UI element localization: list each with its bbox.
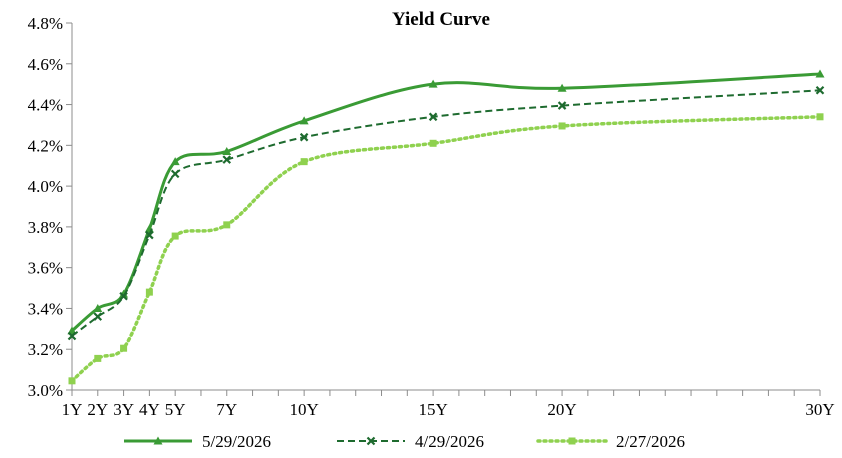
data-point	[428, 79, 438, 88]
x-tick-label: 10Y	[289, 400, 318, 419]
data-point	[119, 289, 129, 298]
x-tick-label: 1Y	[62, 400, 83, 419]
data-point	[300, 158, 308, 166]
data-point	[299, 116, 309, 125]
legend: 5/29/2026 4/29/2026 2/27/2026	[124, 432, 685, 451]
data-point	[94, 354, 102, 362]
y-tick-label: 3.4%	[28, 299, 63, 318]
y-tick-label: 4.2%	[28, 136, 63, 155]
data-point	[816, 113, 824, 121]
data-point	[145, 288, 153, 296]
x-tick-label: 7Y	[216, 400, 237, 419]
series-2	[67, 86, 825, 341]
legend-marker	[153, 436, 163, 445]
y-tick-label: 3.2%	[28, 340, 63, 359]
series-line	[71, 89, 821, 337]
y-tick-label: 4.4%	[28, 96, 63, 115]
data-point	[120, 344, 128, 352]
legend-item: 2/27/2026	[536, 432, 685, 451]
chart-title: Yield Curve	[392, 9, 490, 30]
y-tick-label: 3.8%	[28, 218, 63, 237]
series-3	[68, 113, 824, 385]
x-tick-label: 20Y	[547, 400, 576, 419]
data-point	[815, 86, 825, 95]
x-tick-label: 5Y	[165, 400, 186, 419]
legend-label: 4/29/2026	[415, 432, 484, 451]
x-tick-label: 30Y	[805, 400, 834, 419]
x-tick-label: 2Y	[87, 400, 108, 419]
data-point	[223, 221, 231, 229]
series-line	[71, 72, 821, 333]
y-tick-label: 4.6%	[28, 55, 63, 74]
data-point	[68, 377, 76, 385]
data-point	[93, 312, 103, 321]
x-axis: 1Y 2Y 3Y 4Y 5Y 7Y 10Y 15Y 20Y 30Y	[62, 389, 835, 419]
data-point	[170, 169, 180, 179]
data-point	[67, 331, 77, 341]
data-point	[557, 83, 567, 92]
data-point	[222, 146, 232, 155]
legend-label: 2/27/2026	[616, 432, 685, 451]
data-point	[93, 303, 103, 312]
data-point	[170, 157, 180, 166]
y-tick-label: 4.0%	[28, 177, 63, 196]
data-point	[429, 139, 437, 147]
data-point	[171, 232, 179, 240]
data-point	[145, 230, 154, 240]
series-1	[67, 69, 825, 335]
data-point	[222, 155, 232, 164]
legend-marker	[568, 437, 576, 445]
y-tick-label: 3.6%	[28, 259, 63, 278]
data-point	[557, 101, 567, 110]
data-point	[558, 122, 566, 130]
y-tick-label: 4.8%	[28, 14, 63, 33]
x-tick-label: 3Y	[113, 400, 134, 419]
y-tick-label: 3.0%	[28, 381, 63, 400]
y-axis: 3.0% 3.2% 3.4% 3.6% 3.8% 4.0% 4.2% 4.4% 4.6% 4.8%	[28, 14, 73, 400]
data-point	[428, 112, 438, 122]
series-layer	[67, 69, 825, 385]
legend-label: 5/29/2026	[202, 432, 271, 451]
x-tick-label: 15Y	[418, 400, 447, 419]
legend-item: 4/29/2026	[337, 432, 484, 451]
data-point	[119, 291, 128, 301]
legend-item: 5/29/2026	[124, 432, 271, 451]
data-point	[299, 132, 309, 142]
legend-marker	[366, 436, 376, 446]
x-tick-label: 4Y	[139, 400, 160, 419]
data-point	[815, 69, 825, 78]
